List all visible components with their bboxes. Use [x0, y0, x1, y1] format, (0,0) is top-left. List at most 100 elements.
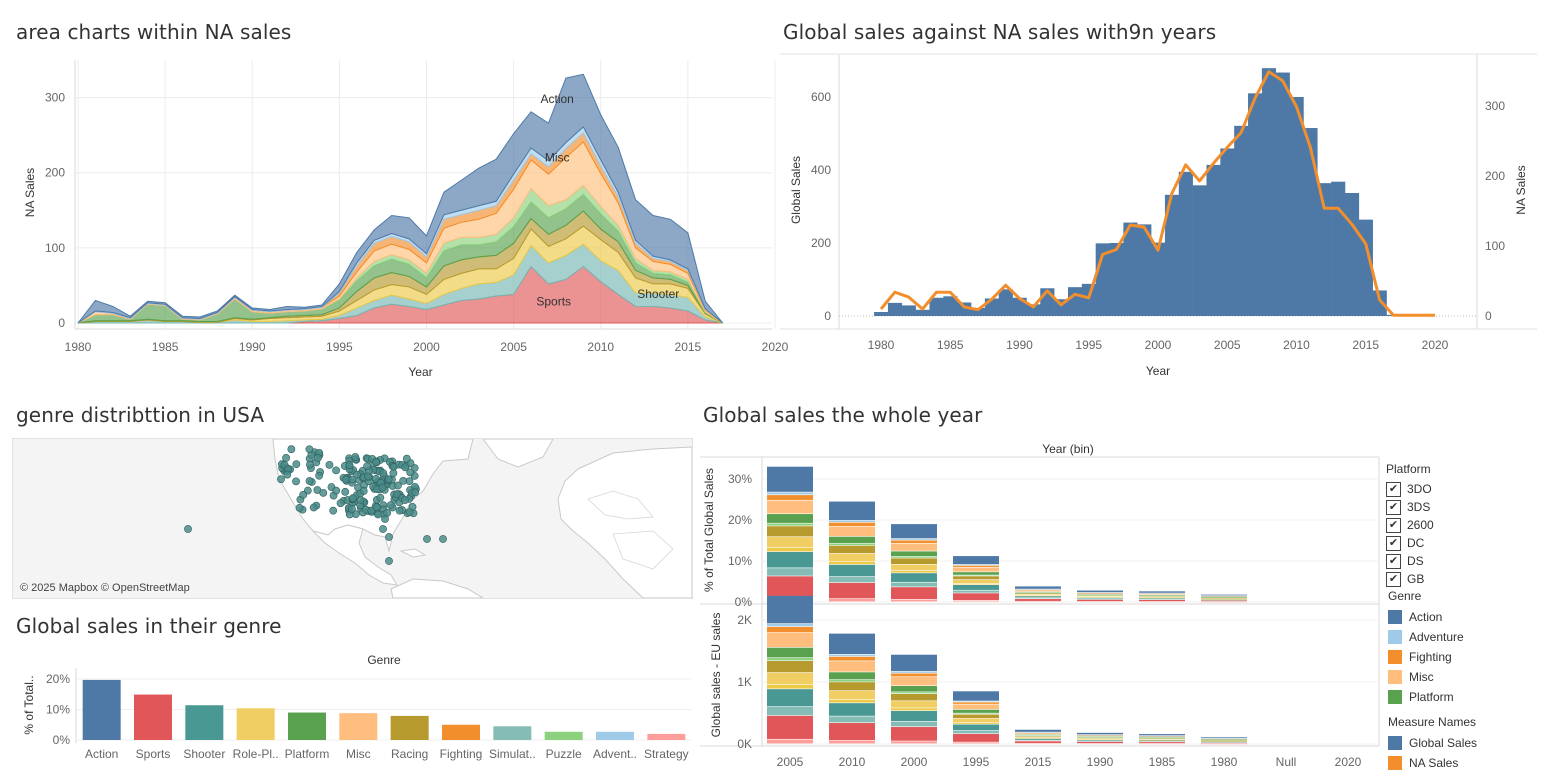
usa-map[interactable]: © 2025 Mapbox © OpenStreetMap [12, 438, 693, 599]
map-point[interactable] [332, 466, 340, 475]
pct-stack-segment[interactable] [767, 576, 813, 598]
checkbox-icon[interactable]: ✔ [1386, 517, 1401, 533]
global-sales-bar[interactable] [1123, 222, 1138, 316]
map-point[interactable] [325, 460, 334, 469]
pct-stack-segment[interactable] [1077, 599, 1123, 602]
abs-stack-segment[interactable] [891, 721, 937, 727]
map-point[interactable] [401, 496, 409, 505]
pct-stack-segment[interactable] [891, 540, 937, 543]
pct-stack-segment[interactable] [767, 500, 813, 514]
map-point[interactable] [372, 503, 381, 512]
pct-stack-segment[interactable] [891, 538, 937, 540]
checkbox-icon[interactable]: ✔ [1386, 499, 1401, 515]
abs-stack-segment[interactable] [767, 689, 813, 707]
pct-stack-segment[interactable] [767, 537, 813, 548]
global-sales-bar[interactable] [1289, 97, 1304, 316]
global-sales-bar[interactable] [874, 311, 889, 316]
checkbox-icon[interactable]: ✔ [1386, 481, 1401, 497]
abs-stack-segment[interactable] [767, 658, 813, 661]
map-point[interactable] [399, 477, 408, 485]
global-sales-bar[interactable] [1275, 72, 1290, 316]
pct-stack-segment[interactable] [953, 579, 999, 584]
global-sales-bar[interactable] [1026, 304, 1041, 316]
abs-stack-segment[interactable] [953, 704, 999, 710]
abs-stack-segment[interactable] [829, 633, 875, 655]
pct-stack-segment[interactable] [829, 582, 875, 599]
pct-stack-segment[interactable] [953, 565, 999, 567]
abs-stack-segment[interactable] [767, 684, 813, 689]
genre-bar[interactable] [493, 726, 532, 740]
global-sales-bar[interactable] [901, 305, 916, 316]
global-sales-bar[interactable] [1192, 185, 1207, 316]
map-point[interactable] [395, 506, 404, 515]
map-points[interactable] [184, 445, 447, 565]
pct-stack-segment[interactable] [767, 547, 813, 552]
abs-stack-segment[interactable] [767, 739, 813, 744]
map-point[interactable] [364, 472, 372, 481]
pct-stack-segment[interactable] [891, 558, 937, 565]
abs-stack-segment[interactable] [1139, 734, 1185, 736]
pct-stack-segment[interactable] [829, 598, 875, 602]
map-point[interactable] [348, 505, 356, 514]
genre-bar[interactable] [82, 679, 121, 740]
map-point[interactable] [384, 475, 393, 484]
global-sales-bar[interactable] [887, 302, 903, 316]
map-point[interactable] [385, 557, 393, 565]
global-sales-bar[interactable] [1109, 243, 1124, 316]
global-sales-bar[interactable] [1248, 93, 1263, 316]
abs-stack-segment[interactable] [953, 730, 999, 734]
abs-stack-segment[interactable] [1077, 741, 1123, 744]
abs-stack-segment[interactable] [829, 703, 875, 716]
abs-stack-segment[interactable] [829, 661, 875, 672]
pct-stack-segment[interactable] [891, 570, 937, 573]
abs-stack-segment[interactable] [767, 632, 813, 648]
abs-stack-segment[interactable] [891, 685, 937, 692]
pct-stack-segment[interactable] [1077, 597, 1123, 599]
abs-stack-segment[interactable] [953, 691, 999, 701]
pct-stack-segment[interactable] [767, 551, 813, 568]
global-sales-bar[interactable] [1151, 242, 1166, 316]
pct-stack-segment[interactable] [1015, 593, 1061, 594]
map-point[interactable] [319, 488, 328, 497]
platform-filter-item[interactable]: ✔ 3DS [1386, 498, 1506, 516]
pct-stack-segment[interactable] [767, 466, 813, 492]
map-point[interactable] [282, 454, 290, 462]
global-sales-bar[interactable] [1317, 183, 1332, 316]
abs-stack-segment[interactable] [829, 679, 875, 682]
abs-stack-segment[interactable] [829, 699, 875, 703]
platform-filter-item[interactable]: ✔ 3DO [1386, 480, 1506, 498]
map-point[interactable] [401, 463, 410, 472]
genre-bar[interactable] [339, 713, 378, 740]
abs-stack-segment[interactable] [953, 722, 999, 724]
abs-stack-segment[interactable] [767, 715, 813, 739]
na-sales-line[interactable] [879, 70, 1435, 317]
abs-stack-segment[interactable] [829, 672, 875, 680]
map-point[interactable] [287, 445, 296, 454]
pct-stack-segment[interactable] [767, 514, 813, 523]
abs-stack-segment[interactable] [1015, 736, 1061, 737]
pct-stack-segment[interactable] [767, 523, 813, 526]
map-point[interactable] [394, 481, 402, 490]
abs-stack-segment[interactable] [829, 723, 875, 741]
map-point[interactable] [305, 477, 314, 485]
map-point[interactable] [348, 475, 357, 484]
global-sales-bar[interactable] [1372, 290, 1387, 316]
pct-stack-segment[interactable] [1201, 594, 1247, 596]
pct-stack-segment[interactable] [829, 520, 875, 523]
pct-stack-segment[interactable] [767, 495, 813, 500]
map-point[interactable] [381, 515, 389, 523]
checkbox-icon[interactable]: ✔ [1386, 571, 1401, 587]
abs-stack-segment[interactable] [829, 682, 875, 691]
platform-filter-list[interactable]: ✔ 3DO ✔ 3DS ✔ 2600 ✔ DC ✔ DS ✔ GB [1386, 480, 1506, 588]
abs-stack-segment[interactable] [891, 708, 937, 711]
abs-stack-segment[interactable] [829, 656, 875, 661]
abs-stack-segment[interactable] [1015, 729, 1061, 732]
genre-bar[interactable] [288, 712, 326, 740]
genre-bar-chart[interactable]: Genre 0% 10% 20% Action Sports Shooter Role-Pl.… [0, 0, 700, 781]
abs-stack-segment[interactable] [891, 694, 937, 701]
global-sales-bar[interactable] [1331, 181, 1346, 316]
map-point[interactable] [341, 487, 350, 496]
map-point[interactable] [353, 470, 361, 479]
pct-stack-segment[interactable] [953, 567, 999, 572]
map-point[interactable] [299, 490, 308, 499]
